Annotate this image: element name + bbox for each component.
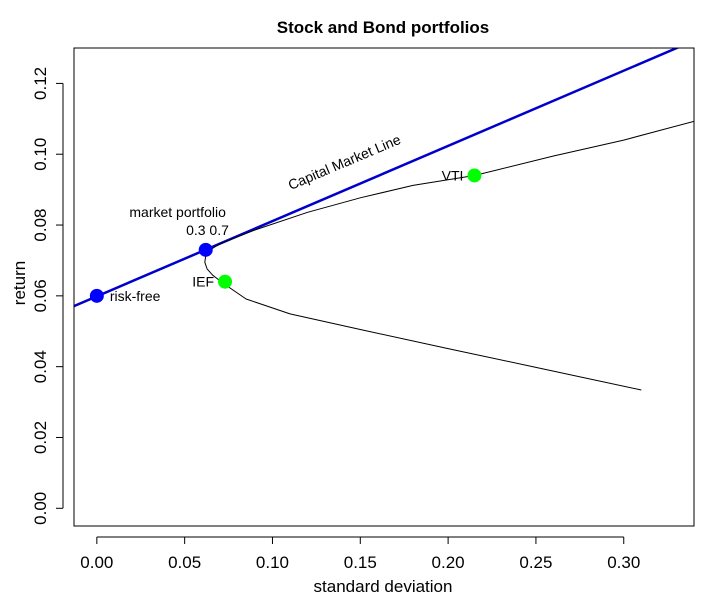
ief-label: IEF [192, 274, 214, 290]
capital-market-line [74, 48, 680, 308]
points-layer: risk-free VTI IEF [89, 167, 482, 304]
axes: 0.00 0.05 0.10 0.15 0.20 0.25 0.30 0.00 0.02 0.04… [31, 67, 640, 572]
x-tick-label: 0.05 [168, 553, 201, 572]
annotation-market-portfolio: market portfolio [129, 204, 226, 220]
plot-frame [73, 47, 695, 527]
x-axis-label: standard deviation [314, 577, 453, 596]
vti-label: VTI [442, 167, 464, 183]
market-portfolio-point [198, 242, 213, 257]
annotation-capital-market-line: Capital Market Line [286, 131, 403, 193]
x-tick-label: 0.25 [519, 553, 552, 572]
y-tick-label: 0.08 [31, 208, 50, 241]
chart-title: Stock and Bond portfolios [277, 18, 490, 37]
y-tick-label: 0.00 [31, 492, 50, 525]
y-axis-label: return [10, 261, 29, 305]
ief-point [218, 274, 233, 289]
vti-point [467, 168, 482, 183]
y-tick-label: 0.10 [31, 138, 50, 171]
annotation-0-3-0-7: 0.3 0.7 [186, 222, 229, 238]
risk-free-point [89, 288, 104, 303]
x-tick-label: 0.20 [432, 553, 465, 572]
efficient-frontier-line [204, 120, 694, 391]
x-tick-label: 0.00 [80, 553, 113, 572]
y-tick-label: 0.04 [31, 350, 50, 383]
y-tick-label: 0.12 [31, 67, 50, 100]
x-tick-label: 0.10 [256, 553, 289, 572]
series-layer [74, 48, 694, 391]
y-tick-label: 0.06 [31, 279, 50, 312]
y-tick-label: 0.02 [31, 421, 50, 454]
x-tick-label: 0.15 [344, 553, 377, 572]
annotations-layer: market portfolio 0.3 0.7 Capital Market Li… [129, 131, 403, 238]
risk-free-label: risk-free [110, 288, 161, 304]
x-tick-label: 0.30 [607, 553, 640, 572]
